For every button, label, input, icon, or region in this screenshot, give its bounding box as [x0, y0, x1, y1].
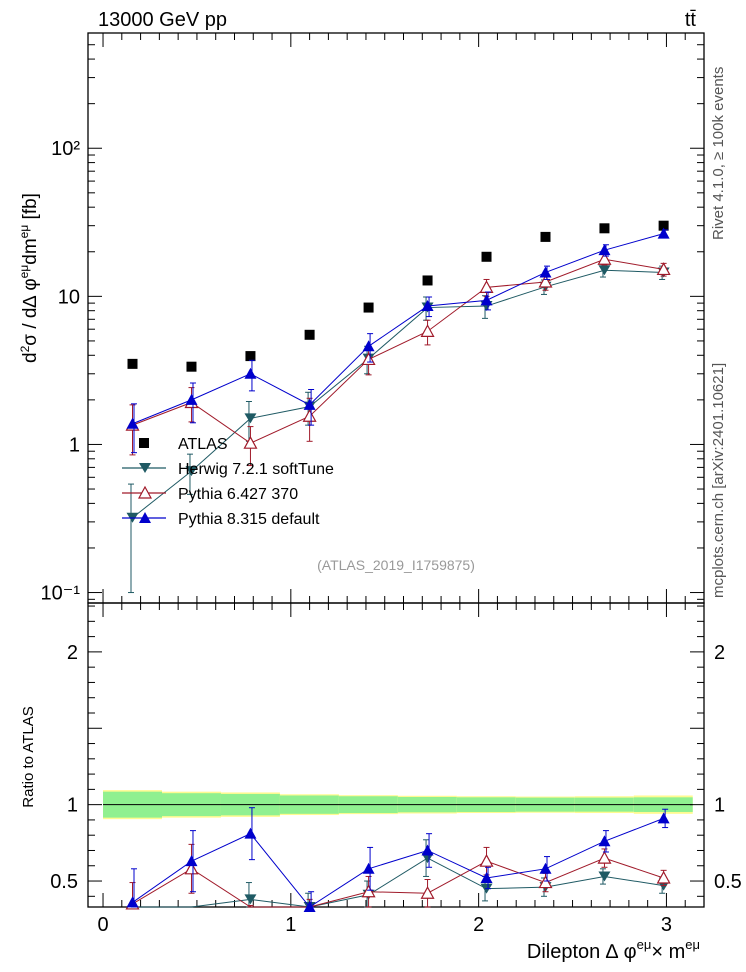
ratio-point-pythia8: [421, 844, 434, 856]
ratio-line-pythia8: [132, 817, 664, 908]
ratio-point-pythia6: [361, 884, 376, 898]
data-point-pythia8: [185, 393, 198, 405]
data-point-herwig: [598, 265, 611, 276]
ratio-y-tick-label: 0.5: [50, 871, 78, 893]
ratio-point-pythia6: [597, 850, 612, 864]
main-ylabel: d2σ / d∆ φeμdmeμ [fb]: [17, 193, 41, 363]
data-point-pythia6: [656, 262, 671, 276]
data-point-pythia8: [421, 300, 434, 312]
header-right-title: tt̄: [685, 9, 697, 31]
ratio-point-pythia8: [598, 835, 611, 847]
main-y-tick-label: 10: [58, 286, 80, 308]
legend-marker-atlas: [139, 438, 149, 448]
ratio-y-tick-label: 2: [67, 642, 78, 664]
data-point-pythia8: [539, 266, 552, 278]
data-point-pythia8: [480, 294, 493, 306]
data-point-atlas: [363, 302, 374, 313]
ratio-line-herwig: [132, 857, 664, 908]
data-point-pythia8: [244, 367, 257, 379]
ratio-xlabel: Dilepton ∆ φeμ× meμ: [527, 937, 700, 963]
data-point-pythia8: [362, 340, 375, 352]
data-point-atlas: [186, 361, 197, 372]
ratio-point-pythia8: [126, 896, 139, 908]
legend-label-herwig: Herwig 7.2.1 softTune: [178, 461, 334, 478]
ratio-point-pythia6: [538, 875, 553, 889]
ratio-series: [125, 807, 671, 912]
ratio-point-pythia6: [479, 853, 494, 867]
main-y-tick-label: 1: [69, 434, 80, 456]
main-series: [125, 220, 671, 594]
data-point-herwig: [244, 413, 257, 424]
main-y-tick-label: 10²: [51, 138, 80, 160]
data-point-atlas: [422, 275, 433, 286]
x-tick-label: 3: [661, 914, 672, 936]
ratio-point-pythia6: [184, 861, 199, 875]
ratio-point-pythia8: [244, 827, 257, 839]
main-y-tick-label: 10⁻¹: [41, 583, 81, 605]
data-point-atlas: [245, 351, 256, 362]
data-point-pythia6: [597, 252, 612, 265]
data-point-pythia8: [657, 227, 670, 239]
data-point-pythia6: [538, 274, 553, 288]
header-left-title: 13000 GeV pp: [98, 9, 227, 31]
rivet-label: Rivet 4.1.0, ≥ 100k events: [710, 67, 727, 240]
ratio-point-herwig: [244, 894, 257, 905]
ratio-point-pythia8: [185, 855, 198, 867]
ratio-point-pythia8: [657, 812, 670, 824]
series-line-herwig: [132, 269, 664, 519]
data-point-atlas: [304, 329, 315, 340]
data-point-pythia6: [243, 435, 258, 449]
main-axes: 10⁻¹ 1 10 10²: [41, 32, 704, 907]
x-tick-label: 1: [285, 914, 296, 936]
mcplots-label: mcplots.cern.ch [arXiv:2401.10621]: [710, 363, 727, 598]
data-point-herwig: [185, 466, 198, 477]
legend-label-atlas: ATLAS: [178, 436, 228, 453]
ratio-point-pythia8: [362, 862, 375, 874]
series-line-pythia8: [132, 233, 664, 425]
ratio-uncertainty-band: [103, 790, 693, 820]
ratio-y-tick-label-right: 2: [714, 642, 725, 664]
analysis-watermark: (ATLAS_2019_I1759875): [317, 557, 475, 573]
data-point-pythia6: [302, 409, 317, 422]
ratio-point-herwig: [421, 853, 434, 864]
x-tick-label: 0: [97, 914, 108, 936]
ratio-point-pythia6: [420, 885, 435, 899]
ratio-point-herwig: [598, 871, 611, 882]
ratio-y-tick-label-right: 1: [714, 795, 725, 817]
ratio-line-pythia6: [132, 857, 664, 908]
data-point-pythia8: [303, 398, 316, 410]
ratio-axes: 0.5 0.5 1 1 2 2 0 1 2 3: [50, 605, 742, 936]
ratio-point-pythia8: [539, 862, 552, 874]
legend: ATLAS Herwig 7.2.1 softTune Pythia 6.427…: [122, 436, 334, 528]
data-point-atlas: [599, 223, 610, 234]
ratio-point-pythia8: [480, 871, 493, 883]
series-line-pythia6: [132, 258, 664, 444]
legend-marker-pythia8: [122, 512, 166, 523]
data-point-pythia8: [598, 244, 611, 256]
legend-label-pythia8: Pythia 8.315 default: [178, 511, 320, 528]
ratio-y-tick-label-right: 0.5: [714, 871, 742, 893]
ratio-panel-frame: [87, 602, 705, 908]
ratio-point-pythia8: [303, 901, 316, 912]
data-point-atlas: [481, 251, 492, 262]
x-tick-label: 2: [473, 914, 484, 936]
legend-marker-herwig: [122, 463, 166, 473]
legend-label-pythia6: Pythia 6.427 370: [178, 486, 298, 503]
data-point-pythia8: [126, 417, 139, 429]
ratio-y-tick-label: 1: [67, 795, 78, 817]
ratio-ylabel: Ratio to ATLAS: [20, 706, 37, 807]
legend-marker-pythia6: [122, 485, 166, 499]
ratio-point-pythia6: [656, 870, 671, 884]
data-point-atlas: [127, 358, 138, 369]
data-point-pythia6: [420, 324, 435, 337]
data-point-atlas: [540, 231, 551, 242]
data-point-atlas: [658, 220, 669, 231]
